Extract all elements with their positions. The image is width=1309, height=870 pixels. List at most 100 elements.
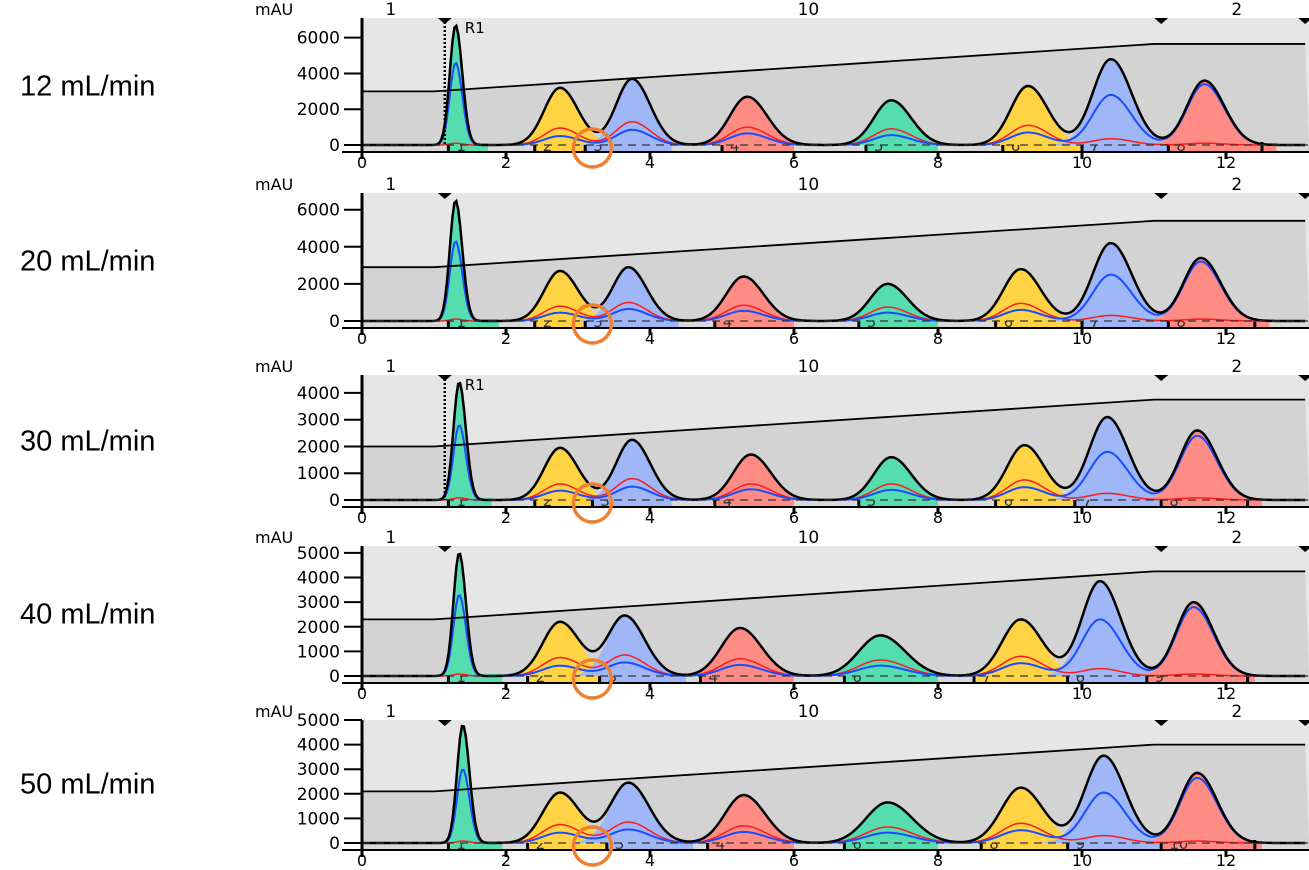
peak-fill-6 [951,269,1099,321]
fraction-label: 5 [874,137,884,155]
top-marker-label: 1 [385,528,396,548]
fraction-8 [1067,674,1147,683]
fraction-label: 6 [1004,492,1014,510]
x-tick-label: 6 [789,684,799,703]
fraction-6 [995,498,1075,507]
row-label-0: 12 mL/min [20,70,156,103]
top-marker-label: 10 [798,175,820,195]
fraction-label: 1 [456,835,466,853]
fraction-label: 4 [716,835,726,853]
gradient-region [362,43,1309,146]
uv-trace-total [362,724,1306,845]
fraction-label: 1 [456,313,466,331]
event-triangle [437,193,452,199]
event-triangle [437,375,452,381]
fraction-1 [448,319,499,328]
y-tick-label: 3000 [297,593,340,613]
y-tick-label: 4000 [297,238,340,258]
y-tick-label: 3000 [297,411,340,431]
fraction-extra [1262,143,1277,152]
gradient-line [362,43,1306,93]
event-triangle [1298,193,1309,199]
fraction-label: 2 [543,492,553,510]
x-tick-label: 4 [645,684,655,703]
y-axis-label: mAU [255,357,293,376]
y-tick-label: 0 [329,312,340,332]
peak-fill-3 [565,267,700,321]
x-tick-label: 8 [933,684,943,703]
gradient-line [362,743,1306,793]
peak-fill-5 [822,100,969,145]
x-tick-label: 4 [645,508,655,527]
fraction-label: 6 [1004,313,1014,331]
peak-fill-4 [674,276,822,321]
peak-fill-8 [1124,602,1272,676]
x-tick-label: 10 [1072,851,1092,870]
x-tick-label: 4 [645,851,655,870]
peak-fill-8 [1131,257,1279,321]
peak-fill-4 [665,627,825,676]
injection-marker-label: R1 [465,19,485,37]
fraction-label: 3 [593,313,603,331]
gradient-line [362,398,1306,448]
y-tick-label: 5000 [297,544,340,564]
peak-fill-5 [801,802,985,843]
event-triangle [1154,546,1169,552]
peak-fill-5 [822,457,969,500]
peak-fill-1 [432,200,482,321]
fraction-1 [448,498,492,507]
row-label-4: 50 mL/min [20,768,156,801]
uv-trace-blue [362,768,1306,844]
event-triangle [1154,720,1169,726]
y-tick-label: 4000 [297,64,340,84]
peak-fill-7 [1035,417,1189,500]
fraction-label: 8 [1076,668,1086,686]
fraction-label: 3 [600,492,610,510]
x-tick-label: 0 [357,851,367,870]
fraction-3 [585,143,672,152]
y-tick-label: 6000 [297,201,340,221]
fraction-3 [606,841,694,850]
event-triangle [1298,18,1309,24]
fraction-label: 7 [1090,313,1100,331]
y-tick-label: 3000 [297,760,340,780]
top-marker-label: 2 [1231,175,1242,195]
peak-fill-7 [1028,581,1181,676]
y-tick-label: 0 [329,491,340,511]
uv-trace-total [362,23,1306,147]
x-tick-label: 12 [1216,684,1236,703]
fraction-2 [534,319,586,328]
event-triangle [1154,18,1169,24]
highlight-circle [571,303,614,345]
fraction-strip [362,500,1309,507]
y-tick-label: 6000 [297,29,340,49]
fraction-4 [714,319,794,328]
fraction-extra [1254,319,1270,328]
fraction-4 [700,674,794,683]
fraction-7 [974,674,1068,683]
fraction-1 [448,143,488,152]
peak-fill-4 [668,795,828,843]
peak-fill-4 [681,454,829,500]
fraction-7 [1082,143,1169,152]
highlight-circle [571,825,614,867]
peak-fill-7 [1028,755,1188,843]
top-marker-label: 1 [385,0,396,20]
top-marker-label: 10 [798,528,820,548]
row-label-1: 20 mL/min [20,245,156,278]
fraction-2 [534,143,586,152]
fraction-6 [1002,143,1082,152]
x-tick-label: 10 [1072,508,1092,527]
peak-fill-7 [1038,59,1192,145]
event-triangle [437,720,452,726]
fraction-1 [448,674,503,683]
top-marker-label: 1 [385,175,396,195]
uv-trace-total [362,381,1306,502]
x-tick-label: 10 [1072,684,1092,703]
fraction-9 [1146,674,1248,683]
gradient-region [362,399,1309,500]
